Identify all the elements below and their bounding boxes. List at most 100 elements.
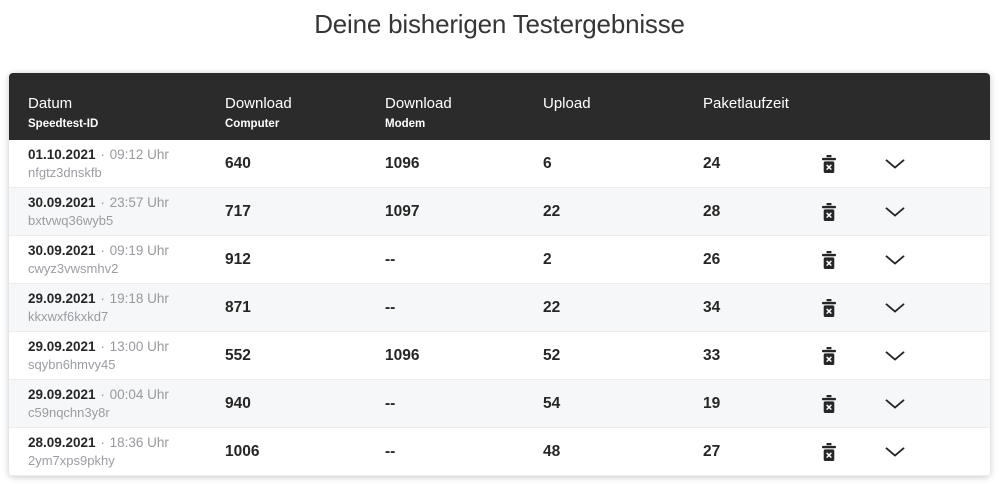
delete-cell xyxy=(807,343,851,369)
download-modem-value: 1097 xyxy=(385,202,420,220)
delete-result-button[interactable] xyxy=(818,391,840,417)
column-sublabel: Modem xyxy=(385,118,426,130)
download-computer-value: 912 xyxy=(225,250,251,268)
date-time-separator: · xyxy=(100,339,105,354)
expand-cell xyxy=(873,251,917,269)
delete-result-button[interactable] xyxy=(818,295,840,321)
test-date: 29.09.2021 xyxy=(28,339,96,354)
test-time: 00:04 Uhr xyxy=(109,387,169,402)
column-label: Download xyxy=(385,95,452,112)
test-date: 30.09.2021 xyxy=(28,195,96,210)
page-title: Deine bisherigen Testergebnisse xyxy=(314,9,685,39)
table-row: 29.09.2021 · 19:18 Uhr kkxwxf6kxkd7 871 … xyxy=(9,284,990,332)
expand-row-button[interactable] xyxy=(881,251,909,269)
datetime-cell: 29.09.2021 · 19:18 Uhr kkxwxf6kxkd7 xyxy=(28,291,225,324)
download-computer-value: 717 xyxy=(225,202,251,220)
download-modem-value: -- xyxy=(385,442,396,460)
test-time: 09:19 Uhr xyxy=(109,243,169,258)
speedtest-id: sqybn6hmvy45 xyxy=(28,357,116,372)
download-modem-value: -- xyxy=(385,394,396,412)
delete-result-button[interactable] xyxy=(818,343,840,369)
expand-row-button[interactable] xyxy=(881,347,909,365)
download-computer-value: 1006 xyxy=(225,442,260,460)
test-datetime: 28.09.2021 · 18:36 Uhr xyxy=(28,435,225,451)
upload-value: 2 xyxy=(543,250,552,268)
chevron-down-icon xyxy=(885,398,905,408)
test-date: 01.10.2021 xyxy=(28,147,96,162)
expand-cell xyxy=(873,395,917,413)
trash-icon xyxy=(822,202,836,221)
test-date: 30.09.2021 xyxy=(28,243,96,258)
speedtest-id: bxtvwq36wyb5 xyxy=(28,213,114,228)
chevron-down-icon xyxy=(885,350,905,360)
paketlaufzeit-value: 19 xyxy=(703,394,721,412)
table-row: 29.09.2021 · 00:04 Uhr c59nqchn3y8r 940 … xyxy=(9,380,990,428)
speedtest-id: c59nqchn3y8r xyxy=(28,405,110,420)
download-modem-value: 1096 xyxy=(385,154,420,172)
chevron-down-icon xyxy=(885,254,905,264)
download-computer-value: 940 xyxy=(225,394,251,412)
column-header-paketlaufzeit: Paketlaufzeit xyxy=(703,95,807,140)
table-row: 30.09.2021 · 09:19 Uhr cwyz3vwsmhv2 912 … xyxy=(9,236,990,284)
download-computer-value: 640 xyxy=(225,154,251,172)
column-label: Datum xyxy=(28,95,73,112)
test-time: 13:00 Uhr xyxy=(109,339,169,354)
column-sublabel: Speedtest-ID xyxy=(28,118,99,130)
table-body: 01.10.2021 · 09:12 Uhr nfgtz3dnskfb 640 … xyxy=(9,140,990,476)
date-time-separator: · xyxy=(100,243,105,258)
delete-result-button[interactable] xyxy=(818,151,840,177)
upload-value: 6 xyxy=(543,154,552,172)
test-time: 23:57 Uhr xyxy=(109,195,169,210)
header-spacer xyxy=(807,95,990,140)
test-datetime: 29.09.2021 · 00:04 Uhr xyxy=(28,387,225,403)
expand-cell xyxy=(873,347,917,365)
column-header-download-modem: Download Modem xyxy=(385,95,543,140)
delete-result-button[interactable] xyxy=(818,439,840,465)
test-datetime: 30.09.2021 · 23:57 Uhr xyxy=(28,195,225,211)
expand-row-button[interactable] xyxy=(881,299,909,317)
download-modem-value: 1096 xyxy=(385,346,420,364)
upload-value: 48 xyxy=(543,442,561,460)
table-header: Datum Speedtest-ID Download Computer Dow… xyxy=(9,73,990,140)
delete-cell xyxy=(807,151,851,177)
trash-icon xyxy=(822,154,836,173)
chevron-down-icon xyxy=(885,158,905,168)
expand-cell xyxy=(873,443,917,461)
chevron-down-icon xyxy=(885,206,905,216)
paketlaufzeit-value: 33 xyxy=(703,346,721,364)
datetime-cell: 30.09.2021 · 23:57 Uhr bxtvwq36wyb5 xyxy=(28,195,225,228)
column-label: Upload xyxy=(543,95,591,112)
column-header-upload: Upload xyxy=(543,95,703,140)
expand-row-button[interactable] xyxy=(881,443,909,461)
column-label: Paketlaufzeit xyxy=(703,95,789,112)
date-time-separator: · xyxy=(100,195,105,210)
column-sublabel: Computer xyxy=(225,118,280,130)
test-date: 29.09.2021 xyxy=(28,291,96,306)
delete-cell xyxy=(807,391,851,417)
speedtest-id: cwyz3vwsmhv2 xyxy=(28,261,119,276)
test-date: 29.09.2021 xyxy=(28,387,96,402)
expand-row-button[interactable] xyxy=(881,395,909,413)
expand-row-button[interactable] xyxy=(881,155,909,173)
test-datetime: 29.09.2021 · 19:18 Uhr xyxy=(28,291,225,307)
expand-row-button[interactable] xyxy=(881,203,909,221)
paketlaufzeit-value: 24 xyxy=(703,154,721,172)
trash-icon xyxy=(822,442,836,461)
speedtest-id: 2ym7xps9pkhy xyxy=(28,453,115,468)
upload-value: 22 xyxy=(543,298,561,316)
table-row: 28.09.2021 · 18:36 Uhr 2ym7xps9pkhy 1006… xyxy=(9,428,990,476)
expand-cell xyxy=(873,299,917,317)
speedtest-id: kkxwxf6kxkd7 xyxy=(28,309,109,324)
table-row: 29.09.2021 · 13:00 Uhr sqybn6hmvy45 552 … xyxy=(9,332,990,380)
date-time-separator: · xyxy=(100,291,105,306)
delete-result-button[interactable] xyxy=(818,199,840,225)
datetime-cell: 01.10.2021 · 09:12 Uhr nfgtz3dnskfb xyxy=(28,147,225,180)
download-modem-value: -- xyxy=(385,250,396,268)
upload-value: 22 xyxy=(543,202,561,220)
datetime-cell: 29.09.2021 · 00:04 Uhr c59nqchn3y8r xyxy=(28,387,225,420)
speedtest-id: nfgtz3dnskfb xyxy=(28,165,102,180)
results-table: Datum Speedtest-ID Download Computer Dow… xyxy=(9,73,990,476)
delete-result-button[interactable] xyxy=(818,247,840,273)
delete-cell xyxy=(807,439,851,465)
delete-cell xyxy=(807,247,851,273)
